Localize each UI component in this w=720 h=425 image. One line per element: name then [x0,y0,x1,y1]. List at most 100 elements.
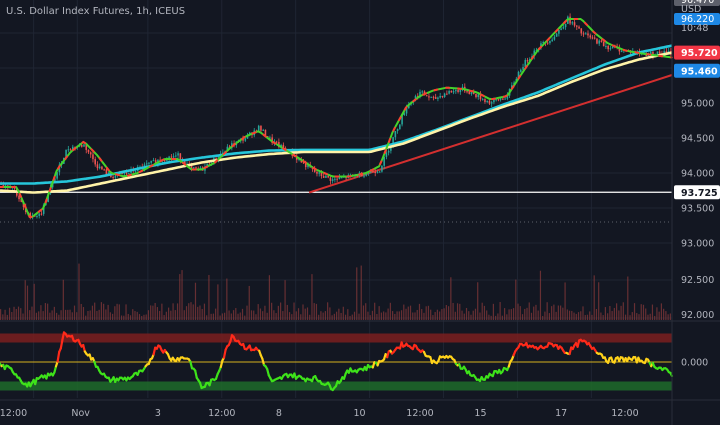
volume-bar [376,313,378,320]
candle-body [378,171,381,173]
volume-bar [60,310,62,320]
candle-body [495,99,497,101]
volume-bar [241,308,244,320]
volume-bar [629,315,631,320]
volume-bar [91,305,94,320]
volume-bar [488,314,490,320]
candle-body [331,179,334,181]
candle-body [226,146,229,151]
candle-body [69,149,72,151]
candle-body [80,145,83,147]
volume-bar [129,315,132,320]
price-label-0: 95.720 [681,48,718,59]
volume-bar [109,312,111,320]
candle-body [128,172,130,174]
volume-bar [456,303,459,320]
volume-bar [141,315,143,320]
y-tick-label: 93.500 [681,204,714,215]
volume-bar [526,307,528,320]
volume-bar [80,303,82,320]
candle-body [446,93,448,95]
candle-body [163,160,166,162]
x-tick-label: 17 [555,408,567,419]
volume-bar [322,312,324,320]
volume-bar [472,310,474,320]
candle-body [569,16,571,24]
volume-bar [490,315,492,320]
candle-body [620,51,623,53]
volume-bar [407,306,409,320]
volume-bar [17,306,20,320]
candle-body [125,172,128,174]
candle-body [432,96,435,98]
volume-bar [555,311,557,320]
candle-body [425,95,428,97]
volume-bar [656,307,658,320]
candle-body [573,22,576,26]
x-tick-label: 12:00 [611,408,638,419]
volume-bar [286,304,288,320]
volume-bar [152,305,154,320]
x-tick-label: Nov [71,408,90,419]
volume-bar [562,307,564,320]
volume-bar [224,312,226,320]
candle-body [114,175,117,178]
candle-body [248,132,251,135]
volume-bar [445,304,447,320]
volume-bar [510,309,512,320]
candle-body [576,25,578,27]
volume-bar [546,302,548,320]
oscillator-pane [0,331,674,392]
volume-bar [620,305,622,320]
volume-bar [76,312,78,320]
volume-bar [203,303,206,320]
candle-body [526,60,529,62]
volume-bar [470,314,472,320]
candle-body [562,27,565,29]
volume-bar [118,304,120,320]
volume-bar [387,308,389,320]
volume-bar [49,312,51,320]
oscillator-segment [59,338,64,350]
candle-body [405,108,408,114]
volume-bar [172,303,174,320]
volume-bar [468,311,470,320]
volume-bar [642,304,645,320]
volume-bar [58,314,60,320]
candle-body [20,199,23,202]
volume-bar [353,311,356,320]
x-tick-label: 12:00 [208,408,235,419]
volume-bar [479,312,481,320]
volume-bar [533,306,535,320]
volume-bar [654,315,656,320]
price-label-1: 95.460 [681,66,718,77]
volume-bar [627,276,629,320]
volume-bar [504,308,506,320]
volume-bar [499,302,501,320]
volume-bar [405,308,407,320]
volume-bar [309,314,311,320]
volume-bar [412,312,414,320]
candle-body [472,92,475,94]
volume-bar [425,306,427,320]
volume-bar [271,302,273,320]
volume-bar [669,313,671,320]
candle-body [67,149,70,151]
volume-bar [414,312,416,320]
candle-body [177,153,179,156]
volume-bar [56,312,58,320]
candle-body [455,90,457,92]
volume-bar [192,304,194,320]
candle-body [36,215,38,217]
volume-bar [580,311,582,320]
volume-bar [430,309,432,320]
volume-bar [573,312,575,320]
candle-body [611,46,614,49]
candle-body [199,167,202,170]
volume-bar [107,304,109,320]
volume-bar [64,309,67,320]
candle-body [58,164,61,173]
volume-bar [277,305,279,320]
volume-bar [360,265,362,320]
